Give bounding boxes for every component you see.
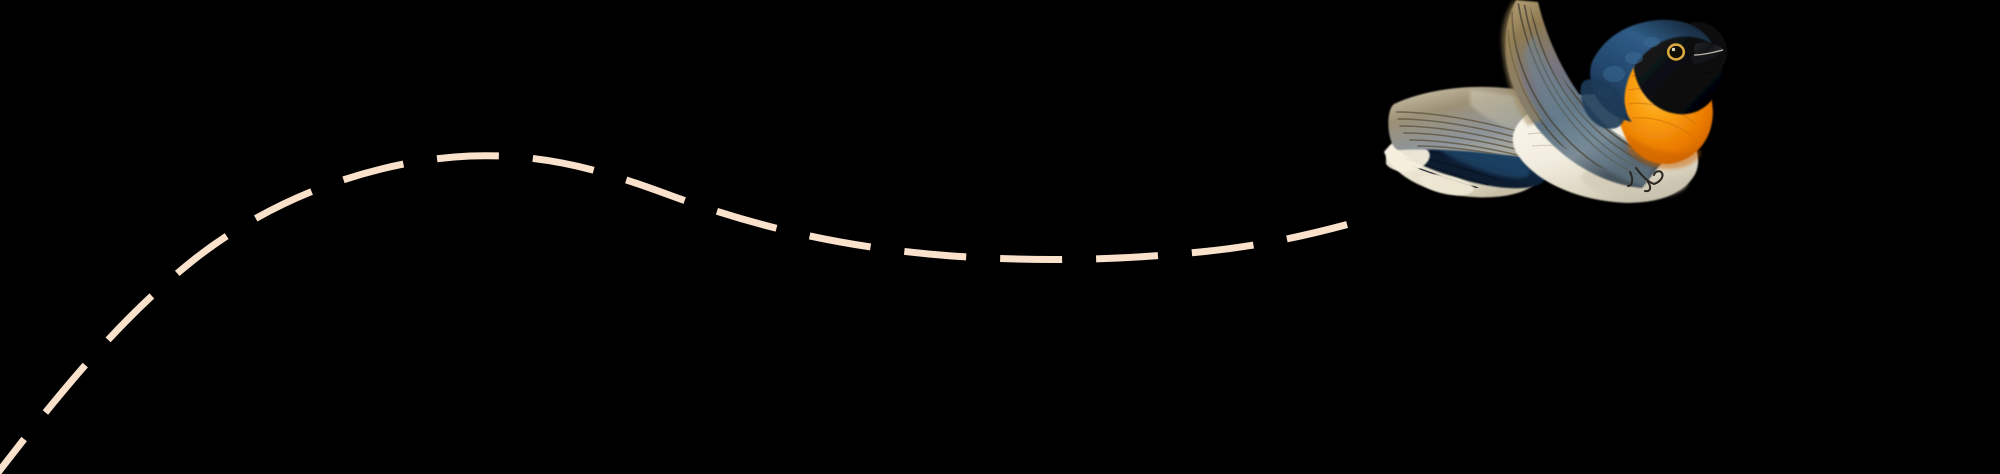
bird-foot [1627,167,1664,193]
bird-crown [1580,19,1712,129]
flying-bird-illustration [1384,0,1728,203]
bird-eye [1666,43,1686,61]
bird-beak [1691,42,1724,64]
bird-upper-wing [1501,0,1664,188]
dashed-flight-trail [0,152,1365,474]
